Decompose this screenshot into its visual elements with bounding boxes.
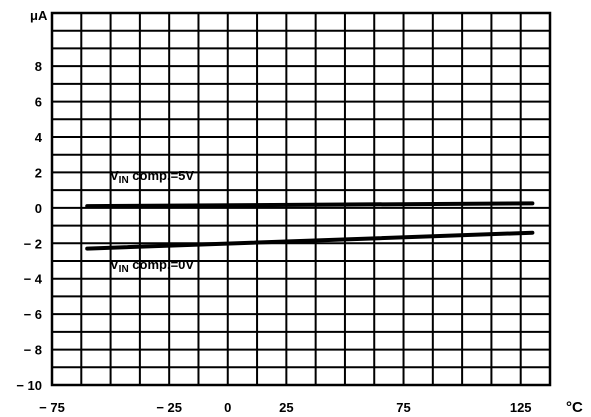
series-label-vin-comp-0v: VIN comp.=0V bbox=[110, 257, 194, 275]
y-tick-label: 2 bbox=[35, 165, 42, 180]
y-axis-unit: μA bbox=[30, 8, 48, 23]
series-label-main: V bbox=[110, 257, 119, 272]
y-tick-label: − 8 bbox=[24, 343, 42, 358]
x-tick-label: − 25 bbox=[156, 400, 182, 415]
series-label-rest: comp.=0V bbox=[129, 257, 195, 272]
series-label-subscript: IN bbox=[119, 175, 129, 186]
series-label-subscript: IN bbox=[119, 264, 129, 275]
series-line-0 bbox=[85, 201, 535, 209]
x-axis-unit: °C bbox=[566, 399, 583, 416]
series-line-1 bbox=[85, 230, 535, 251]
y-tick-label: − 6 bbox=[24, 307, 42, 322]
x-tick-label: 25 bbox=[279, 400, 293, 415]
x-tick-label: 125 bbox=[510, 400, 532, 415]
x-tick-label: 75 bbox=[396, 400, 410, 415]
x-tick-label: 0 bbox=[224, 400, 231, 415]
y-tick-label: 8 bbox=[35, 59, 42, 74]
y-tick-label: − 10 bbox=[16, 378, 42, 393]
grid bbox=[50, 11, 552, 387]
y-tick-label: − 2 bbox=[24, 236, 42, 251]
series-label-main: V bbox=[110, 168, 119, 183]
y-tick-label: − 4 bbox=[24, 272, 43, 287]
series-label-rest: comp.=5V bbox=[129, 168, 195, 183]
y-axis-tick-labels: 8 6 4 2 0 − 2 − 4 − 6 − 8 − 10 bbox=[16, 59, 42, 393]
series-label-vin-comp-5v: VIN comp.=5V bbox=[110, 168, 194, 186]
y-tick-label: 0 bbox=[35, 201, 42, 216]
series-layer bbox=[85, 201, 535, 251]
x-tick-label: − 75 bbox=[39, 400, 65, 415]
plot-frame bbox=[50, 11, 552, 387]
x-axis-tick-labels: − 75 − 25 0 25 75 125 bbox=[39, 400, 531, 415]
y-tick-label: 4 bbox=[35, 130, 43, 145]
y-tick-label: 6 bbox=[35, 95, 42, 110]
